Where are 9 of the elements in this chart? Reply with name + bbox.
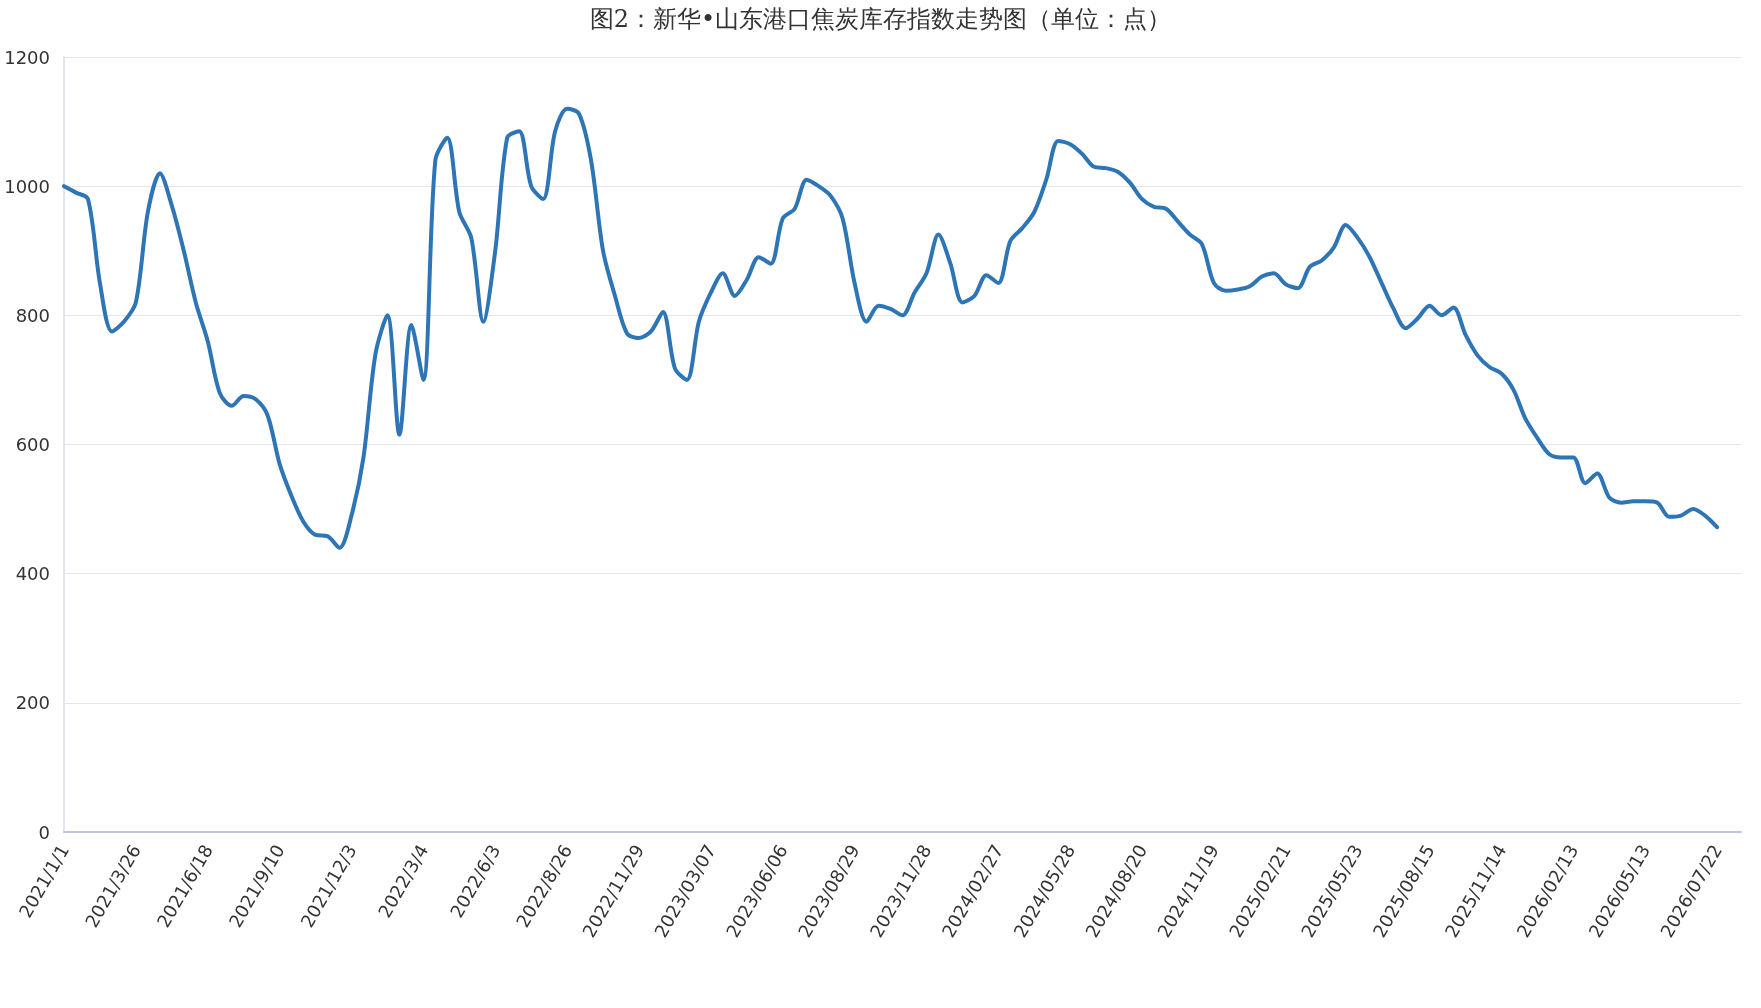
y-tick-label: 1200 bbox=[4, 46, 50, 68]
y-tick-label: 800 bbox=[15, 304, 50, 326]
chart-title: 图2：新华•山东港口焦炭库存指数走势图（单位：点） bbox=[589, 5, 1172, 33]
y-tick-label: 400 bbox=[15, 563, 50, 585]
y-tick-label: 1000 bbox=[4, 175, 50, 197]
line-series bbox=[62, 106, 1720, 550]
y-tick-label: 200 bbox=[15, 692, 50, 714]
y-tick-label: 600 bbox=[15, 434, 50, 455]
y-tick-label: 0 bbox=[38, 821, 50, 843]
